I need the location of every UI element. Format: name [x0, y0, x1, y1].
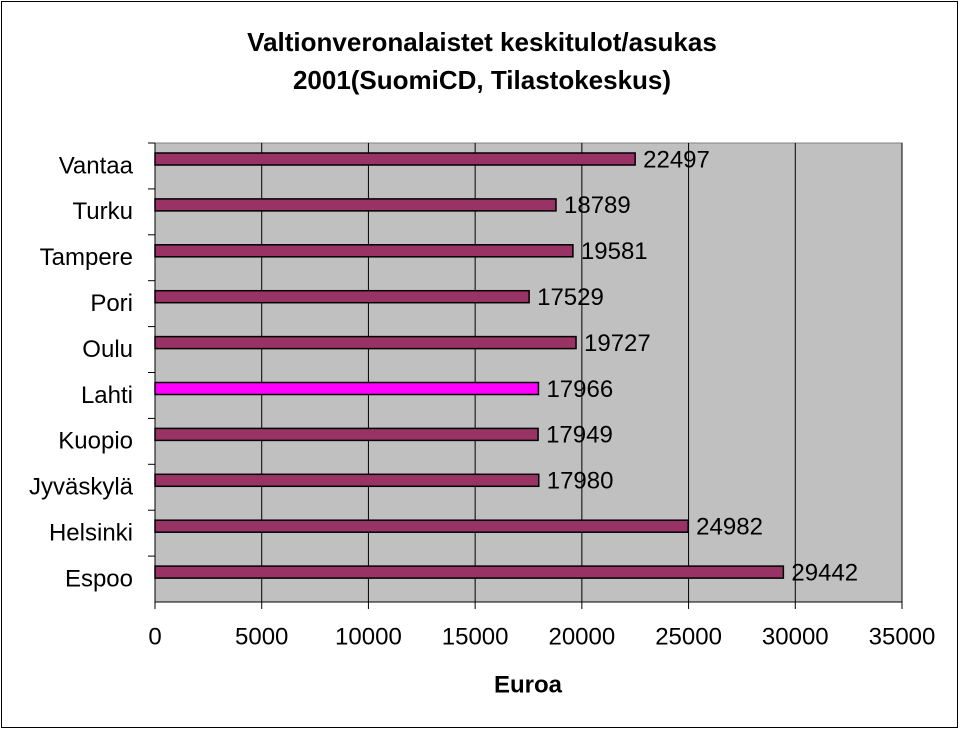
- plot-area: [154, 142, 903, 603]
- x-axis-label: Euroa: [494, 671, 563, 698]
- x-tick-label: 35000: [869, 623, 936, 650]
- bar: [154, 335, 577, 350]
- bar: [154, 244, 574, 258]
- data-label: 22497: [643, 146, 710, 173]
- data-label: 17980: [547, 468, 614, 495]
- y-tick-label: Espoo: [65, 565, 133, 592]
- x-tick-label: 0: [148, 623, 161, 650]
- y-tick-label: Tampere: [40, 244, 133, 271]
- data-label: 19727: [584, 330, 651, 357]
- y-tick-label: Kuopio: [58, 428, 133, 455]
- bar: [154, 519, 689, 533]
- x-tick-label: 25000: [655, 623, 722, 650]
- data-label: 17949: [546, 422, 613, 449]
- y-tick-label: Jyväskylä: [29, 474, 134, 501]
- data-label: 19581: [581, 238, 648, 265]
- data-label: 17966: [546, 376, 613, 403]
- y-tick-label: Oulu: [82, 336, 133, 363]
- chart-title: 2001(SuomiCD, Tilastokeskus): [293, 65, 671, 95]
- bar: [154, 473, 540, 488]
- x-tick-label: 20000: [548, 623, 615, 650]
- x-tick-label: 5000: [235, 623, 288, 650]
- bar: [154, 198, 557, 212]
- bar: [154, 152, 636, 166]
- x-tick-label: 15000: [442, 623, 509, 650]
- y-tick-label: Turku: [73, 198, 133, 225]
- y-tick-label: Helsinki: [49, 520, 133, 547]
- bar: [154, 289, 530, 304]
- x-tick-label: 10000: [335, 623, 402, 650]
- data-label: 29442: [791, 559, 858, 586]
- x-tick-label: 30000: [762, 623, 829, 650]
- bar: [154, 381, 540, 396]
- y-tick-label: Lahti: [81, 382, 133, 409]
- data-label: 17529: [537, 284, 604, 311]
- bar: [154, 427, 539, 442]
- bar: [154, 565, 785, 579]
- data-label: 18789: [564, 192, 631, 219]
- data-label: 24982: [696, 514, 763, 541]
- y-tick-label: Vantaa: [59, 152, 134, 179]
- chart-title: Valtionveronalaistet keskitulot/asukas: [247, 27, 717, 57]
- y-tick-label: Pori: [90, 290, 133, 317]
